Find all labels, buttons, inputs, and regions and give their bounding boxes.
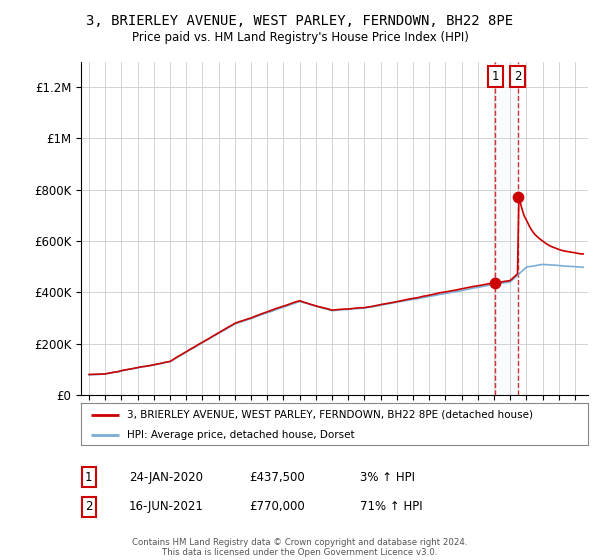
Text: 16-JUN-2021: 16-JUN-2021 [129, 500, 204, 514]
Text: 71% ↑ HPI: 71% ↑ HPI [360, 500, 422, 514]
Text: HPI: Average price, detached house, Dorset: HPI: Average price, detached house, Dors… [127, 430, 354, 440]
Text: £437,500: £437,500 [249, 470, 305, 484]
Bar [495, 62, 518, 395]
Text: 24-JAN-2020: 24-JAN-2020 [129, 470, 203, 484]
Text: 3% ↑ HPI: 3% ↑ HPI [360, 470, 415, 484]
Point [513, 193, 523, 202]
Text: Contains HM Land Registry data © Crown copyright and database right 2024.
This d: Contains HM Land Registry data © Crown c… [132, 538, 468, 557]
Text: 3, BRIERLEY AVENUE, WEST PARLEY, FERNDOWN, BH22 8PE: 3, BRIERLEY AVENUE, WEST PARLEY, FERNDOW… [86, 14, 514, 28]
Text: 2: 2 [514, 70, 521, 83]
Point [490, 278, 500, 287]
Text: 3, BRIERLEY AVENUE, WEST PARLEY, FERNDOWN, BH22 8PE (detached house): 3, BRIERLEY AVENUE, WEST PARLEY, FERNDOW… [127, 410, 533, 420]
Text: 2: 2 [85, 500, 92, 514]
Text: 1: 1 [85, 470, 92, 484]
Text: Price paid vs. HM Land Registry's House Price Index (HPI): Price paid vs. HM Land Registry's House … [131, 31, 469, 44]
Text: 1: 1 [491, 70, 499, 83]
Text: £770,000: £770,000 [249, 500, 305, 514]
